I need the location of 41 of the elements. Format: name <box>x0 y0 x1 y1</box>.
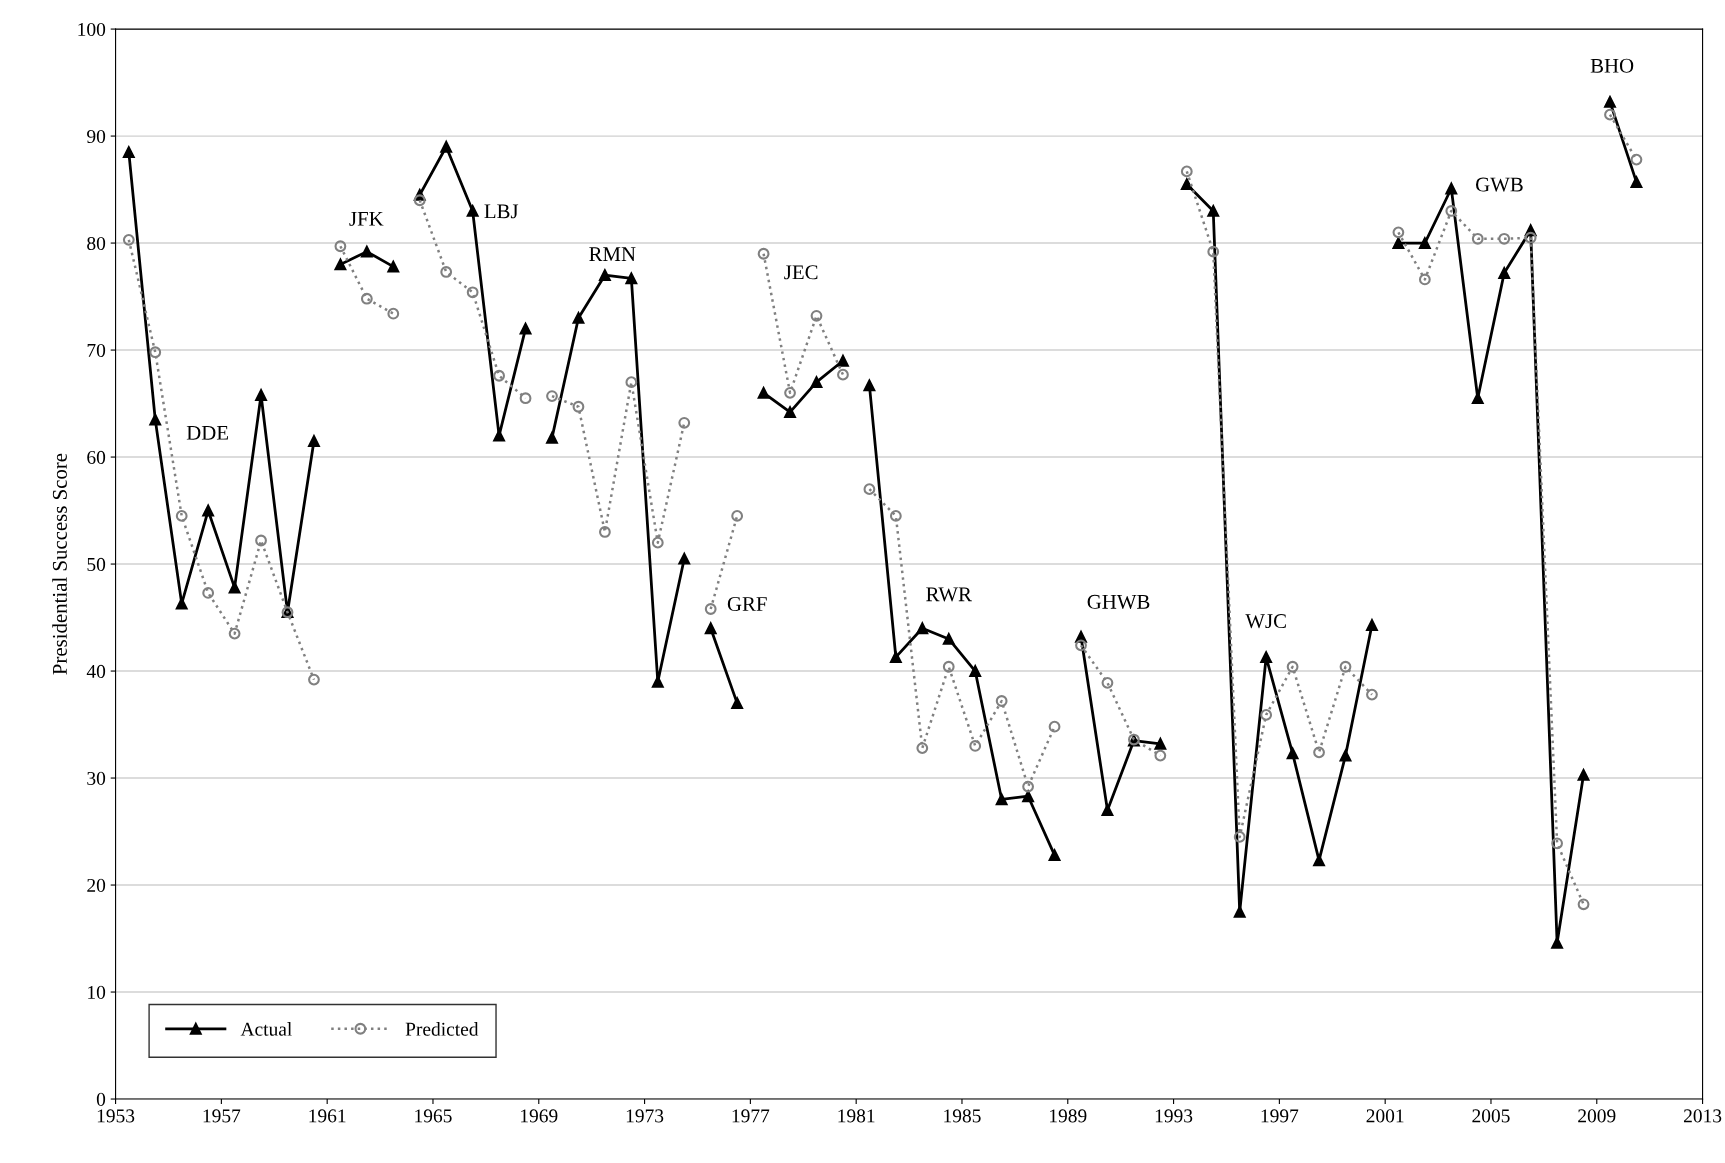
x-tick-label: 1989 <box>1050 1109 1087 1123</box>
annotation: JFK <box>349 211 384 226</box>
x-tick-label: 1985 <box>944 1109 981 1123</box>
x-tick-label: 1977 <box>732 1109 770 1123</box>
x-tick-label: 2001 <box>1366 1109 1404 1123</box>
y-tick-label: 40 <box>86 664 106 678</box>
x-tick-label: 1981 <box>838 1109 875 1123</box>
annotation: GRF <box>727 597 767 611</box>
y-tick-label: 70 <box>87 343 106 357</box>
y-tick-label: 50 <box>87 557 106 571</box>
x-tick-label: 1953 <box>97 1109 135 1123</box>
annotation: LBJ <box>484 204 519 219</box>
x-tick-label: 1993 <box>1155 1109 1193 1123</box>
legend-label: Predicted <box>405 1022 479 1036</box>
x-tick-label: 1965 <box>415 1109 452 1123</box>
annotation: BHO <box>1590 58 1634 73</box>
x-tick-label: 1961 <box>309 1109 346 1123</box>
x-tick-label: 1969 <box>521 1109 558 1123</box>
annotation: WJC <box>1245 614 1286 629</box>
x-tick-label: 1973 <box>626 1109 664 1123</box>
annotation: JEC <box>784 265 818 280</box>
y-tick-label: 80 <box>87 236 106 250</box>
y-tick-label: 30 <box>87 771 106 785</box>
y-tick-label: 20 <box>87 878 106 892</box>
y-tick-label: 10 <box>88 985 106 999</box>
annotation: RWR <box>926 587 972 602</box>
y-tick-label: 90 <box>87 129 106 144</box>
y-tick-label: 100 <box>78 22 106 37</box>
annotation: GHWB <box>1087 594 1150 609</box>
legend-label: Actual <box>240 1022 292 1036</box>
x-tick-label: 2009 <box>1578 1109 1616 1123</box>
annotation: RMN <box>589 247 636 261</box>
x-tick-label: 2005 <box>1472 1109 1510 1123</box>
annotation: DDE <box>186 425 228 440</box>
y-tick-label: 0 <box>96 1092 106 1106</box>
x-tick-label: 1957 <box>203 1109 241 1123</box>
x-tick-label: 2013 <box>1683 1109 1722 1123</box>
y-tick-label: 60 <box>87 450 106 464</box>
x-tick-label: 1997 <box>1261 1109 1299 1123</box>
annotation: GWB <box>1475 177 1523 192</box>
y-axis-title: Presidential Success Score <box>52 453 67 675</box>
